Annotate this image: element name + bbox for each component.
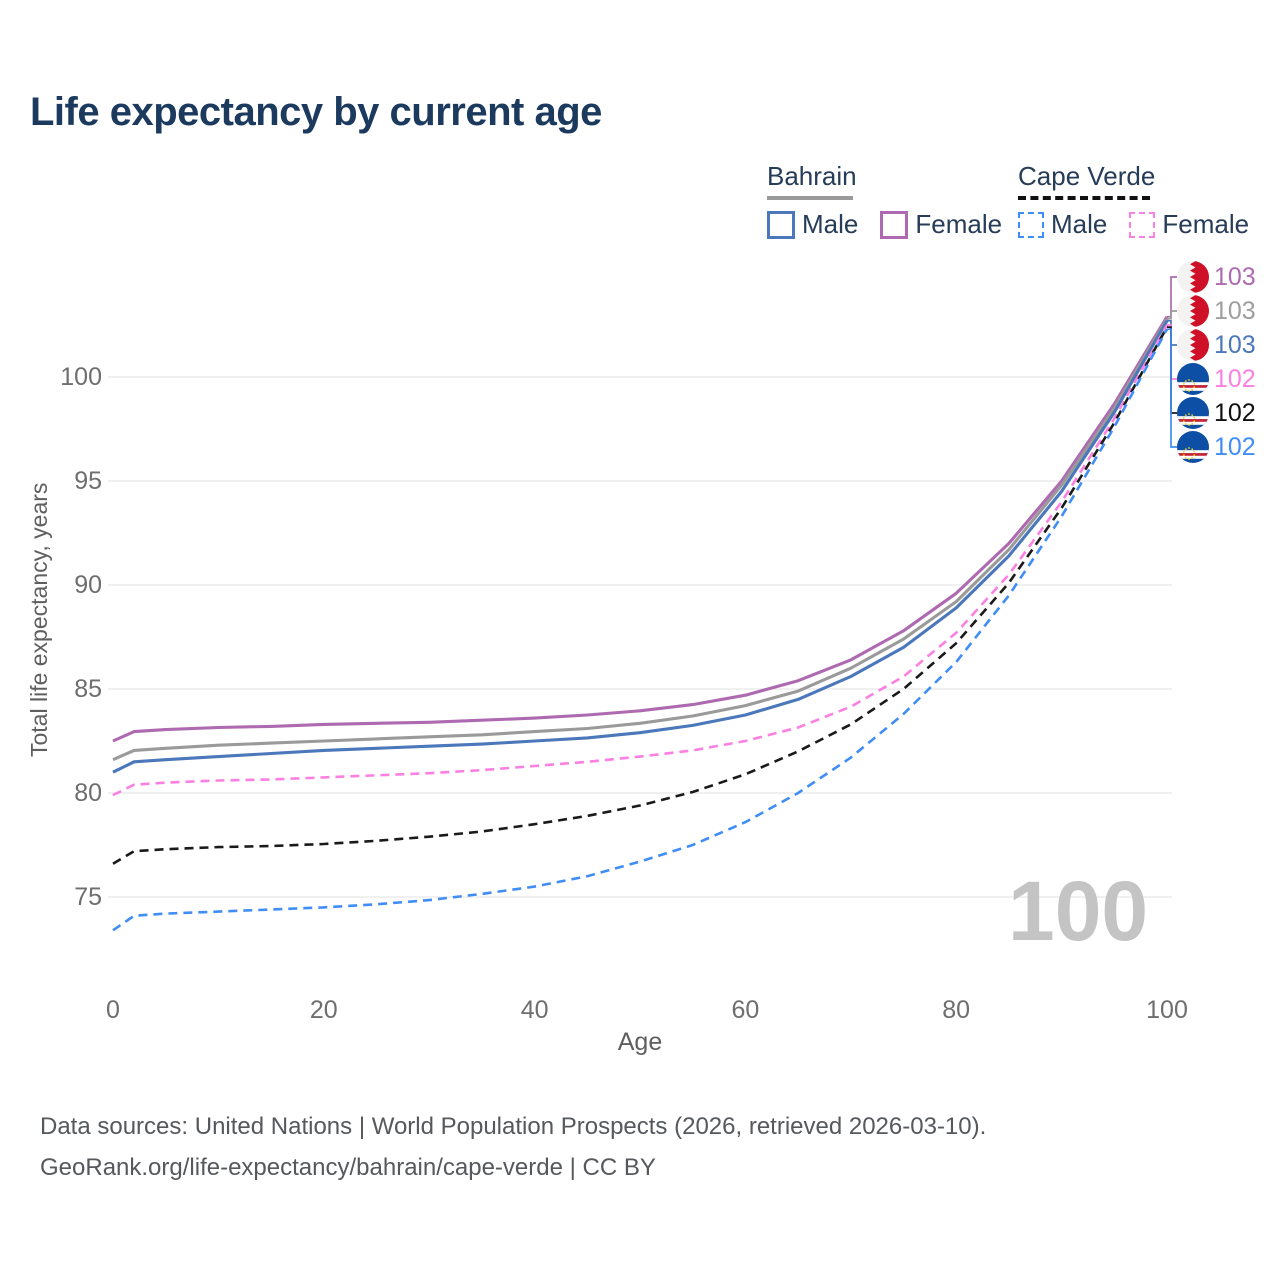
x-tick-label: 20 xyxy=(309,996,338,1024)
bahrain-line-sample-icon xyxy=(767,196,853,200)
capeverde-male-swatch-icon xyxy=(1018,211,1044,238)
bahrain-flag-icon xyxy=(1177,329,1209,361)
leader-line-capeverde-male xyxy=(1167,328,1177,448)
x-tick-label: 60 xyxy=(731,996,760,1024)
capeverde-line-sample-icon xyxy=(1018,196,1150,200)
legend-group-capeverde: Cape Verde Male Female xyxy=(1018,161,1249,240)
series-line-bahrain-male xyxy=(112,320,1169,774)
y-tick-label: 90 xyxy=(74,571,102,599)
y-tick-label: 100 xyxy=(60,363,102,391)
series-line-bahrain-female xyxy=(112,315,1169,743)
footer-attribution-line: GeoRank.org/life-expectancy/bahrain/cape… xyxy=(40,1154,656,1181)
capeverde-flag-icon xyxy=(1177,431,1209,463)
end-value-label-capeverde-male: 102 xyxy=(1214,433,1256,461)
y-tick-label: 80 xyxy=(74,779,102,807)
end-value-label-bahrain-female: 103 xyxy=(1214,263,1256,291)
series-line-capeverde-male xyxy=(112,328,1169,932)
leader-line-capeverde-overall xyxy=(1167,326,1177,414)
end-value-label-bahrain-overall: 103 xyxy=(1214,297,1256,325)
y-tick-label: 95 xyxy=(74,467,102,495)
capeverde-flag-icon xyxy=(1177,363,1209,395)
capeverde-flag-icon xyxy=(1177,397,1209,429)
series-line-capeverde-female xyxy=(112,324,1169,797)
legend-country-label-bahrain: Bahrain xyxy=(767,161,857,191)
legend-item-label: Male xyxy=(802,209,859,239)
bahrain-flag-icon xyxy=(1177,295,1209,327)
legend-item-label: Female xyxy=(915,209,1003,239)
page-title: Life expectancy by current age xyxy=(30,90,602,134)
end-value-label-capeverde-female: 102 xyxy=(1214,365,1256,393)
series-line-capeverde-overall xyxy=(112,326,1169,865)
leader-line-bahrain-female xyxy=(1167,276,1177,318)
legend-country-label-capeverde: Cape Verde xyxy=(1018,161,1156,191)
y-tick-label: 85 xyxy=(74,675,102,703)
legend-item-bahrain-male[interactable]: Male xyxy=(767,209,858,240)
legend-item-capeverde-male[interactable]: Male xyxy=(1018,209,1107,240)
legend-item-label: Male xyxy=(1051,209,1108,239)
bahrain-male-swatch-icon xyxy=(767,210,795,239)
legend-group-bahrain: Bahrain Male Female xyxy=(767,161,1002,240)
x-axis-title: Age xyxy=(617,1028,663,1056)
end-value-label-bahrain-male: 103 xyxy=(1214,331,1256,359)
y-axis-title: Total life expectancy, years xyxy=(26,482,52,758)
capeverde-female-swatch-icon xyxy=(1129,211,1156,238)
age-counter-watermark: 100 xyxy=(1008,864,1149,958)
bahrain-female-swatch-icon xyxy=(880,210,909,239)
x-tick-label: 40 xyxy=(520,996,549,1024)
y-tick-label: 75 xyxy=(74,883,102,911)
legend-item-label: Female xyxy=(1162,209,1250,239)
end-value-label-capeverde-overall: 102 xyxy=(1214,399,1256,427)
x-tick-label: 0 xyxy=(106,996,120,1024)
leader-line-bahrain-overall xyxy=(1167,310,1177,320)
x-tick-label: 80 xyxy=(942,996,971,1024)
footer: Data sources: United Nations | World Pop… xyxy=(40,1106,986,1188)
legend-item-bahrain-female[interactable]: Female xyxy=(880,209,1002,240)
bahrain-flag-icon xyxy=(1177,261,1209,293)
legend-item-capeverde-female[interactable]: Female xyxy=(1129,209,1249,240)
leader-line-capeverde-female xyxy=(1167,324,1177,380)
x-tick-label: 100 xyxy=(1146,996,1188,1024)
series-line-bahrain-overall xyxy=(112,318,1169,762)
footer-sources-line: Data sources: United Nations | World Pop… xyxy=(40,1113,987,1140)
